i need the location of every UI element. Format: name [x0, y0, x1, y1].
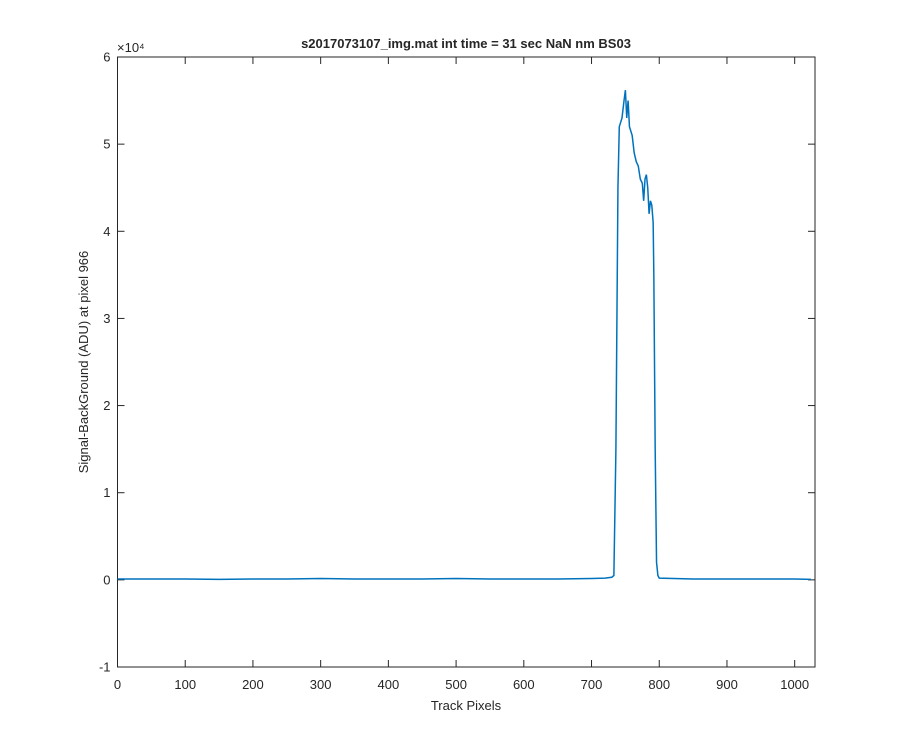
x-tick-label: 200 [242, 677, 264, 692]
x-tick-label: 900 [716, 677, 738, 692]
y-tick-label: 0 [103, 572, 110, 587]
y-axis-label: Signal-BackGround (ADU) at pixel 966 [76, 251, 91, 474]
x-tick-label: 800 [648, 677, 670, 692]
x-tick-label: 1000 [780, 677, 809, 692]
x-tick-label: 500 [445, 677, 467, 692]
x-axis-label: Track Pixels [431, 698, 502, 713]
x-tick-label: 400 [378, 677, 400, 692]
y-tick-label: 6 [103, 50, 110, 65]
x-tick-label: 0 [114, 677, 121, 692]
y-tick-label: 3 [103, 311, 110, 326]
x-tick-label: 600 [513, 677, 535, 692]
y-tick-label: 1 [103, 485, 110, 500]
x-tick-label: 100 [174, 677, 196, 692]
chart-title: s2017073107_img.mat int time = 31 sec Na… [301, 36, 631, 51]
y-multiplier: ×10⁴ [117, 40, 145, 55]
y-tick-label: 2 [103, 398, 110, 413]
axes-box [117, 56, 816, 668]
y-tick-label: -1 [99, 660, 111, 675]
line-series [117, 90, 811, 581]
y-tick-label: 5 [103, 137, 110, 152]
x-tick-label: 700 [581, 677, 603, 692]
y-tick-label: 4 [103, 224, 110, 239]
x-tick-label: 300 [310, 677, 332, 692]
